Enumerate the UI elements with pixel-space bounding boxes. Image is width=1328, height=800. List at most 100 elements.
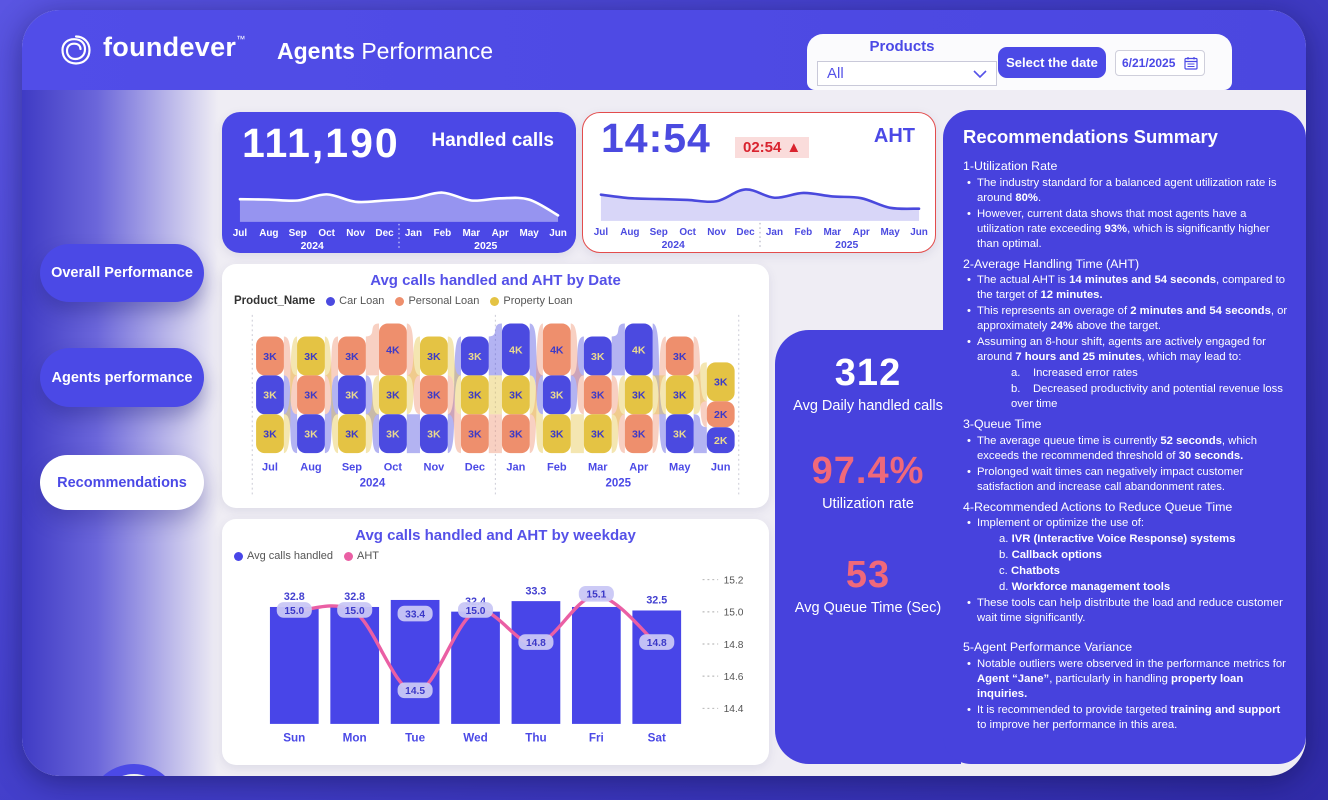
rec-item: b. Decreased productivity and potential … [1011, 383, 1283, 411]
user-avatar[interactable] [88, 764, 180, 776]
recommendations-body: 1-Utilization Rate The industry standard … [963, 158, 1288, 733]
utilization-rate-label: Utilization rate [822, 496, 914, 512]
svg-text:14.5: 14.5 [405, 686, 425, 697]
svg-text:Sep: Sep [289, 228, 307, 239]
ribbon-chart-card: Avg calls handled and AHT by Date Produc… [222, 264, 769, 508]
handled-calls-sparkline[interactable]: Jul Aug Sep Oct Nov Dec Jan Feb Mar Apr May Jun 2024… [230, 166, 568, 251]
svg-text:3K: 3K [304, 429, 318, 441]
svg-text:May: May [880, 227, 900, 238]
rec-section: 1-Utilization Rate The industry standard … [963, 158, 1288, 252]
svg-text:Jan: Jan [766, 227, 783, 238]
sidebar-item-overall-performance[interactable]: Overall Performance [40, 244, 204, 302]
sidebar-item-agents-performance[interactable]: Agents performance [40, 348, 204, 407]
svg-text:3K: 3K [263, 429, 277, 441]
sidebar-item-recommendations[interactable]: Recommendations [40, 455, 204, 510]
svg-text:3K: 3K [468, 390, 482, 402]
aht-sparkline[interactable]: Jul Aug Sep Oct Nov Dec Jan Feb Mar Apr May Jun 2024… [591, 165, 929, 250]
rec-item: Notable outliers were observed in the pe… [963, 657, 1288, 702]
svg-text:Oct: Oct [384, 461, 403, 473]
svg-text:Sat: Sat [648, 731, 666, 744]
handled-calls-title: Handled calls [431, 130, 555, 151]
svg-text:Nov: Nov [346, 228, 365, 239]
svg-text:Aug: Aug [620, 227, 639, 238]
recommendations-panel: Recommendations Summary 1-Utilization Ra… [943, 110, 1306, 764]
svg-text:3K: 3K [591, 429, 605, 441]
svg-text:33.4: 33.4 [405, 609, 425, 620]
svg-text:3K: 3K [263, 351, 277, 363]
svg-text:Mar: Mar [588, 461, 608, 473]
rec-item: It is recommended to provide targeted tr… [963, 703, 1288, 733]
svg-text:3K: 3K [468, 429, 482, 441]
brand: foundever ™ [58, 32, 245, 68]
rec-section-heading: 2-Average Handling Time (AHT) [963, 256, 1140, 271]
ribbon-chart[interactable]: 3K 3K 3K 3K 3K 3K 3K 3K 3K 4K 3K 3K 3K 3K 3K 3K 3K 3K 4K 3K… [236, 313, 755, 503]
svg-text:Aug: Aug [259, 228, 278, 239]
svg-text:15.0: 15.0 [724, 608, 744, 619]
utilization-rate-value: 97.4% [811, 450, 925, 492]
svg-text:Apr: Apr [629, 461, 649, 473]
aht-delta-badge: 02:54 ▲ [735, 137, 810, 158]
aht-kpi-card: 14:54 02:54 ▲ AHT Jul Aug Sep Oct Nov Dec Jan F… [582, 112, 936, 253]
rec-item: b. Callback options [999, 549, 1102, 562]
select-date-button[interactable]: Select the date [998, 47, 1106, 78]
ribbon-chart-title: Avg calls handled and AHT by Date [370, 272, 621, 289]
svg-text:3K: 3K [304, 390, 318, 402]
svg-text:Oct: Oct [679, 227, 696, 238]
legend-item: Personal Loan [395, 295, 479, 307]
legend-item: AHT [344, 550, 379, 562]
avatar-image [103, 764, 165, 776]
date-picker-field[interactable]: 6/21/2025 [1115, 50, 1205, 76]
rec-section: 2-Average Handling Time (AHT) The actual … [963, 256, 1288, 413]
svg-text:2024: 2024 [360, 478, 386, 490]
products-dropdown[interactable]: All [817, 61, 997, 86]
dashboard-panel: foundever ™ Agents Performance Products … [22, 10, 1306, 776]
svg-text:2025: 2025 [835, 240, 858, 250]
weekday-chart-title: Avg calls handled and AHT by weekday [355, 527, 636, 544]
svg-text:32.5: 32.5 [646, 595, 667, 607]
legend-item: Avg calls handled [234, 550, 333, 562]
svg-text:33.3: 33.3 [526, 585, 547, 597]
svg-text:Mar: Mar [823, 227, 841, 238]
svg-text:2024: 2024 [662, 240, 685, 250]
svg-text:3K: 3K [427, 429, 441, 441]
aht-value: 14:54 [601, 115, 711, 161]
rec-item: a. Increased error rates [1011, 367, 1138, 380]
svg-text:Dec: Dec [736, 227, 755, 238]
svg-text:Jan: Jan [506, 461, 525, 473]
rec-section-heading: 5-Agent Performance Variance [963, 640, 1133, 655]
svg-text:4K: 4K [550, 344, 564, 356]
svg-text:32.8: 32.8 [344, 591, 365, 603]
rec-section-heading: 4-Recommended Actions to Reduce Queue Ti… [963, 499, 1233, 514]
svg-text:3K: 3K [427, 351, 441, 363]
rec-item: Implement or optimize the use of: [963, 516, 1288, 531]
svg-text:14.4: 14.4 [724, 704, 744, 715]
rec-item: a. IVR (Interactive Voice Response) syst… [999, 533, 1236, 546]
calendar-icon [1184, 57, 1198, 70]
svg-text:Nov: Nov [423, 461, 445, 473]
svg-text:3K: 3K [509, 390, 523, 402]
rec-item: Assuming an 8-hour shift, agents are act… [963, 335, 1288, 365]
svg-text:3K: 3K [550, 429, 564, 441]
svg-text:3K: 3K [673, 351, 687, 363]
foundever-logo-icon [61, 35, 91, 65]
svg-text:4K: 4K [632, 344, 646, 356]
svg-text:3K: 3K [632, 429, 646, 441]
date-value: 6/21/2025 [1122, 56, 1176, 70]
svg-text:14.8: 14.8 [724, 640, 744, 651]
svg-text:Feb: Feb [547, 461, 567, 473]
brand-trademark: ™ [236, 34, 246, 44]
svg-text:3K: 3K [263, 390, 277, 402]
rec-item: The actual AHT is 14 minutes and 54 seco… [963, 273, 1288, 303]
svg-text:Jun: Jun [910, 227, 928, 238]
svg-text:Dec: Dec [375, 228, 394, 239]
avg-daily-handled-calls-label: Avg Daily handled calls [793, 398, 943, 414]
svg-text:15.0: 15.0 [284, 606, 304, 617]
weekday-chart[interactable]: 15.215.014.814.614.432.832.832.433.332.8… [236, 568, 755, 758]
svg-text:3K: 3K [304, 351, 318, 363]
rec-item: This represents an overage of 2 minutes … [963, 304, 1288, 334]
brand-name: foundever [103, 32, 237, 62]
svg-text:Sep: Sep [342, 461, 362, 473]
svg-text:4K: 4K [509, 344, 523, 356]
svg-text:Mon: Mon [343, 731, 367, 744]
